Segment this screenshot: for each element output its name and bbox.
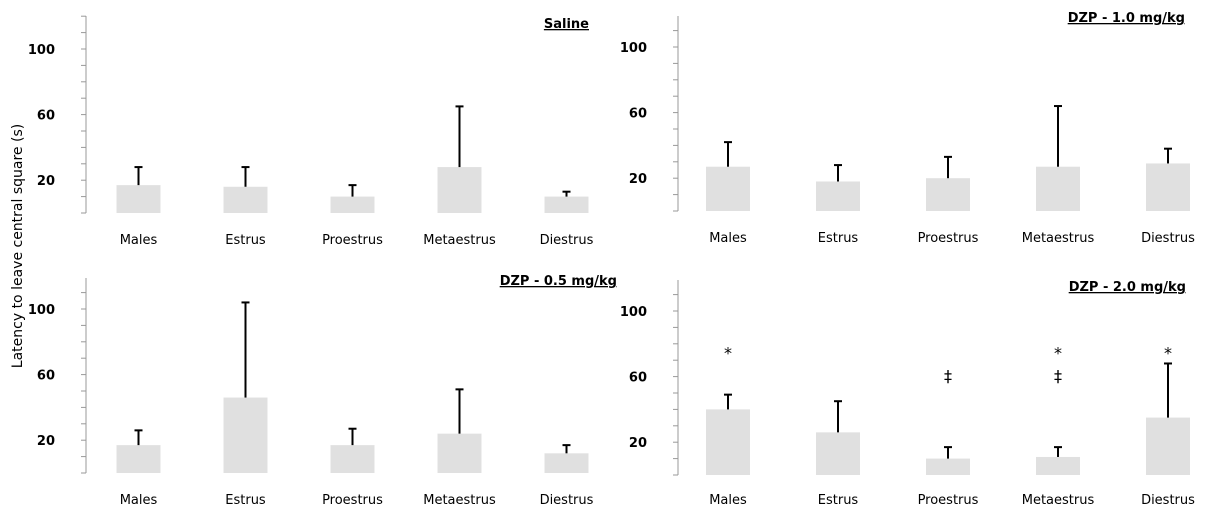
- category-label: Males: [120, 233, 158, 248]
- category-label: Proestrus: [322, 493, 383, 508]
- category-label: Diestrus: [540, 493, 594, 508]
- y-tick-label: 100: [620, 305, 647, 320]
- category-label: Estrus: [818, 231, 859, 246]
- y-tick-label: 100: [28, 303, 55, 318]
- panels: 20 60 100 Saline Males Estrus Proestrus Metaest…: [28, 11, 1195, 508]
- y-tick-label: 60: [37, 109, 55, 124]
- bar: [544, 453, 589, 473]
- y-tick-label: 60: [37, 369, 55, 384]
- bar: [116, 185, 161, 213]
- category-label: Diestrus: [1141, 231, 1195, 246]
- bar: [116, 445, 161, 473]
- category-label: Metaestrus: [1022, 231, 1095, 246]
- category-label: Estrus: [225, 493, 266, 508]
- y-axis-label: Latency to leave central square (s): [10, 124, 26, 368]
- bar: [816, 432, 860, 475]
- bar: [706, 409, 750, 475]
- bar: [1036, 456, 1080, 475]
- category-label: Males: [709, 231, 747, 246]
- y-tick-label: 20: [629, 172, 647, 187]
- category-label: Estrus: [818, 493, 859, 508]
- y-tick-label: 100: [28, 43, 55, 58]
- bar: [926, 458, 970, 475]
- bar: [1146, 163, 1190, 211]
- bar: [223, 397, 268, 473]
- category-label: Metaestrus: [423, 233, 496, 248]
- category-label: Proestrus: [918, 493, 979, 508]
- panel-title: DZP - 2.0 mg/kg: [1069, 280, 1186, 295]
- category-label: Diestrus: [1141, 493, 1195, 508]
- category-label: Proestrus: [918, 231, 979, 246]
- panel-title: DZP - 1.0 mg/kg: [1068, 11, 1185, 26]
- category-label: Metaestrus: [423, 493, 496, 508]
- y-tick-label: 100: [620, 41, 647, 56]
- bar: [437, 433, 482, 473]
- significance-marker: *: [1054, 344, 1062, 363]
- bar: [223, 186, 268, 213]
- bar: [437, 167, 482, 213]
- panel-title: DZP - 0.5 mg/kg: [500, 274, 617, 289]
- chart-panel-1: 20 60 100 Saline Males Estrus Proestrus Metaest…: [28, 15, 594, 248]
- bar: [926, 178, 970, 211]
- panel-title: Saline: [544, 17, 589, 32]
- category-label: Males: [709, 493, 747, 508]
- significance-marker: ‡: [1054, 367, 1062, 386]
- bar: [1146, 417, 1190, 475]
- bar: [816, 181, 860, 211]
- y-tick-label: 60: [629, 371, 647, 386]
- significance-marker: ‡: [944, 367, 952, 386]
- category-label: Males: [120, 493, 158, 508]
- chart-panel-3: 20 60 100 DZP - 0.5 mg/kg Males Estrus Proestr…: [28, 274, 617, 508]
- bar: [330, 196, 375, 213]
- bar: [330, 445, 375, 473]
- y-tick-label: 60: [629, 107, 647, 122]
- y-tick-label: 20: [629, 436, 647, 451]
- significance-marker: *: [724, 344, 732, 363]
- category-label: Diestrus: [540, 233, 594, 248]
- chart-panel-4: 20 60 100 DZP - 2.0 mg/kg Males * Estrus Proest…: [620, 280, 1195, 508]
- bar: [1036, 166, 1080, 211]
- significance-marker: *: [1164, 344, 1172, 363]
- bar: [706, 166, 750, 211]
- y-tick-label: 20: [37, 434, 55, 449]
- category-label: Estrus: [225, 233, 266, 248]
- y-tick-label: 20: [37, 174, 55, 189]
- category-label: Metaestrus: [1022, 493, 1095, 508]
- chart-panel-2: 20 60 100 DZP - 1.0 mg/kg Males Estrus Proestr…: [620, 11, 1195, 246]
- bar: [544, 196, 589, 213]
- category-label: Proestrus: [322, 233, 383, 248]
